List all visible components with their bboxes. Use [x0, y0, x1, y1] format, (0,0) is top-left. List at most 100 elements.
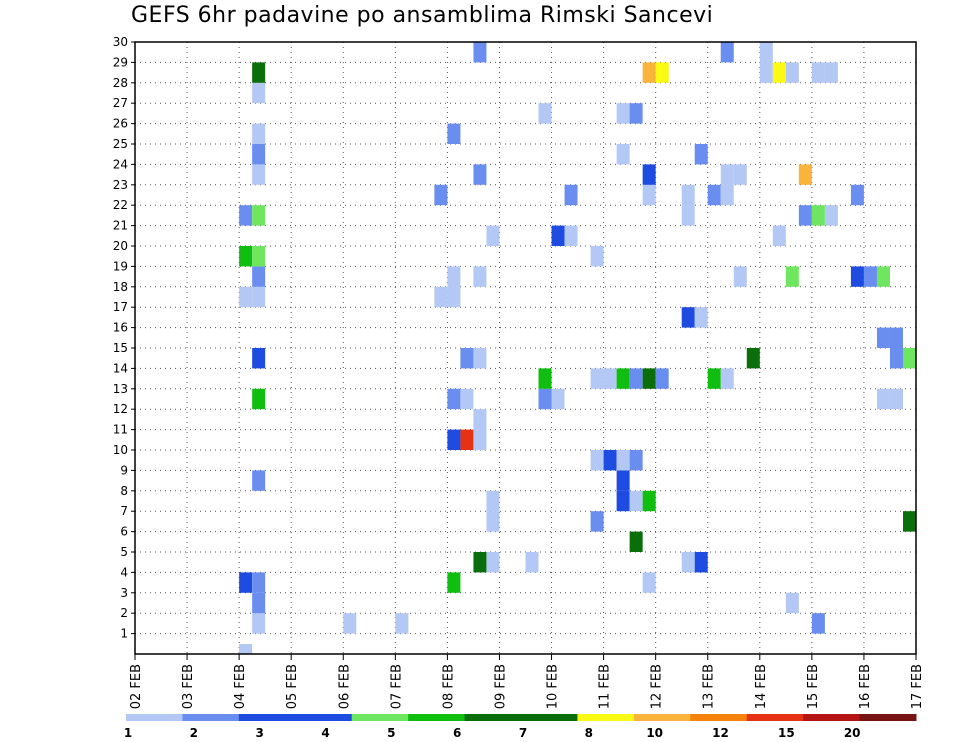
heatmap-cell	[616, 490, 630, 512]
heatmap-cell	[902, 511, 916, 532]
legend-swatch	[408, 714, 466, 721]
heatmap-cell	[460, 429, 474, 450]
heatmap-cell	[473, 552, 487, 573]
y-tick-label: 22	[113, 198, 128, 212]
heatmap-cell	[473, 409, 487, 430]
heatmap-cell	[252, 205, 266, 226]
heatmap-cell	[889, 388, 903, 410]
heatmap-cell	[460, 348, 474, 369]
heatmap-cell	[447, 572, 461, 593]
heatmap-cell	[486, 511, 500, 532]
heatmap-cell	[252, 348, 266, 369]
y-tick-label: 27	[113, 96, 128, 110]
heatmap-cell	[538, 388, 552, 410]
heatmap-cell	[252, 613, 266, 634]
heatmap-cell	[447, 429, 461, 450]
heatmap-cell	[811, 613, 825, 634]
heatmap-cell	[252, 62, 266, 83]
heatmap-cell	[889, 348, 903, 369]
heatmap-cell	[629, 368, 643, 389]
legend-label: 3	[255, 726, 263, 740]
legend-label: 4	[321, 726, 329, 740]
legend-swatch	[464, 714, 522, 721]
heatmap-cell	[720, 42, 734, 63]
heatmap-cell	[252, 123, 266, 144]
heatmap-cell	[590, 450, 604, 471]
y-tick-label: 7	[120, 504, 128, 518]
heatmap-cell	[707, 368, 721, 389]
heatmap-cell	[252, 82, 266, 104]
heatmap-cell	[642, 368, 656, 389]
legend-swatch	[182, 714, 240, 721]
heatmap-cell	[694, 307, 708, 328]
legend-swatch	[803, 714, 861, 721]
x-tick-label: 12 FEB	[650, 664, 665, 709]
y-tick-label: 24	[113, 157, 128, 171]
heatmap-cell	[642, 164, 656, 185]
heatmap-cell	[616, 144, 630, 165]
x-tick-label: 03 FEB	[181, 664, 196, 709]
y-tick-label: 21	[113, 219, 128, 233]
heatmap-cell	[785, 592, 799, 614]
x-tick-label: 16 FEB	[858, 664, 873, 709]
heatmap-cell	[434, 286, 448, 308]
heatmap-cell	[759, 62, 773, 83]
y-tick-label: 15	[113, 341, 128, 355]
legend-label: 1	[124, 726, 132, 740]
heatmap-cell	[460, 388, 474, 410]
heatmap-cell	[850, 266, 864, 287]
heatmap-cell	[902, 348, 916, 369]
x-tick-label: 05 FEB	[285, 664, 300, 709]
x-tick-label: 07 FEB	[389, 664, 404, 709]
heatmap-cell	[811, 62, 825, 83]
heatmap-cell	[590, 368, 604, 389]
heatmap-cell	[538, 368, 552, 389]
x-tick-label: 13 FEB	[702, 664, 717, 709]
x-tick-label: 15 FEB	[806, 664, 821, 709]
heatmap-cell	[642, 490, 656, 512]
heatmap-cell	[447, 266, 461, 287]
heatmap-cell	[486, 225, 500, 246]
y-tick-label: 23	[113, 178, 128, 192]
heatmap-cell	[720, 368, 734, 389]
heatmap-cell	[590, 511, 604, 532]
heatmap-cell	[681, 552, 695, 573]
legend-swatch	[859, 714, 917, 721]
heatmap-cell	[850, 184, 864, 206]
heatmap-cell	[590, 246, 604, 267]
y-tick-label: 30	[113, 35, 128, 49]
heatmap-cell	[642, 184, 656, 206]
heatmap-cell	[473, 266, 487, 287]
x-tick-label: 09 FEB	[493, 664, 508, 709]
heatmap-cell	[603, 450, 617, 471]
heatmap-cell	[707, 184, 721, 206]
heatmap-cell	[772, 62, 786, 83]
heatmap-cell	[694, 144, 708, 165]
x-tick-label: 04 FEB	[233, 664, 248, 709]
y-tick-label: 26	[113, 117, 128, 131]
legend-swatch	[351, 714, 409, 721]
y-tick-label: 25	[113, 137, 128, 151]
heatmap-cell	[785, 266, 799, 287]
y-tick-label: 6	[120, 525, 128, 539]
heatmap-cell	[629, 531, 643, 552]
heatmap-cell	[629, 490, 643, 512]
y-tick-label: 14	[113, 361, 128, 375]
axis-ticks	[131, 41, 917, 660]
heatmap-cell	[889, 327, 903, 348]
legend-swatch	[295, 714, 353, 721]
heatmap-cell	[759, 42, 773, 63]
y-tick-label: 2	[120, 606, 128, 620]
y-tick-label: 4	[120, 565, 128, 579]
heatmap-cell	[629, 103, 643, 124]
heatmap-cell	[252, 470, 266, 491]
y-tick-label: 13	[113, 382, 128, 396]
y-tick-label: 16	[113, 321, 128, 335]
heatmap-cell	[486, 490, 500, 512]
heatmap-cell	[863, 266, 877, 287]
legend-label: 5	[387, 726, 395, 740]
heatmap-cell	[681, 205, 695, 226]
y-tick-label: 29	[113, 55, 128, 69]
heatmap-cell	[252, 572, 266, 593]
y-tick-label: 20	[113, 239, 128, 253]
